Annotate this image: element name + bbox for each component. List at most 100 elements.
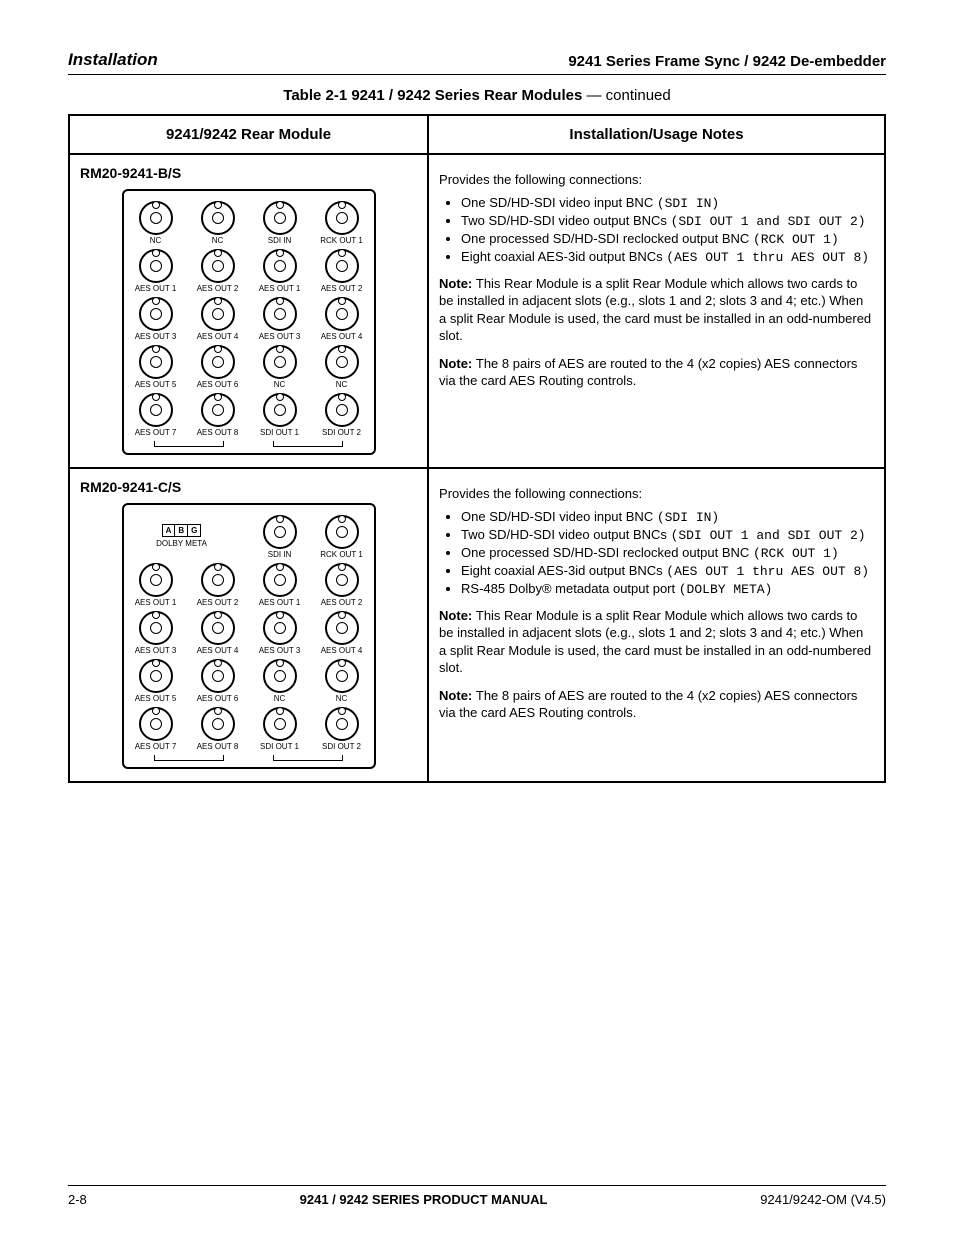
list-item: RS-485 Dolby® metadata output port (DOLB…: [461, 581, 874, 597]
connector-label: NC: [212, 237, 224, 245]
connections-list: One SD/HD-SDI video input BNC (SDI IN)Tw…: [461, 509, 874, 597]
connector-label: AES OUT 5: [135, 695, 177, 703]
list-item: Two SD/HD-SDI video output BNCs (SDI OUT…: [461, 213, 874, 229]
bnc-connector-icon: [325, 515, 359, 549]
module-name: RM20-9241-C/S: [80, 479, 417, 495]
list-item-code: (AES OUT 1 thru AES OUT 8): [666, 564, 869, 579]
note-block: Note: This Rear Module is a split Rear M…: [439, 607, 874, 677]
bnc-connector-icon: [263, 515, 297, 549]
connector-label: AES OUT 5: [135, 381, 177, 389]
col-header-module: 9241/9242 Rear Module: [69, 115, 428, 154]
note-block: Note: This Rear Module is a split Rear M…: [439, 275, 874, 345]
connector-label: AES OUT 4: [197, 647, 239, 655]
module-cell: RM20-9241-B/SNCNCSDI INRCK OUT 1AES OUT …: [69, 154, 428, 468]
bnc-connector-icon: [325, 393, 359, 427]
bnc-connector-icon: [139, 201, 173, 235]
connector-label: AES OUT 1: [135, 285, 177, 293]
connector-label: AES OUT 2: [197, 285, 239, 293]
header-product: 9241 Series Frame Sync / 9242 De-embedde…: [568, 53, 886, 70]
bnc-connector-icon: [325, 611, 359, 645]
note-label: Note:: [439, 356, 476, 371]
list-item-text: One processed SD/HD-SDI reclocked output…: [461, 545, 753, 560]
connector-label: NC: [274, 695, 286, 703]
connector-label: AES OUT 3: [259, 333, 301, 341]
bnc-connector-icon: [139, 297, 173, 331]
connector-label: SDI OUT 1: [260, 743, 299, 751]
rear-module-panel: ABGDOLBY METASDI INRCK OUT 1AES OUT 1AES…: [122, 503, 376, 769]
connector-label: NC: [274, 381, 286, 389]
connector-label: AES OUT 1: [135, 599, 177, 607]
footer-page-num: 2-8: [68, 1192, 87, 1207]
bnc-connector-icon: [201, 611, 235, 645]
notes-intro: Provides the following connections:: [439, 485, 874, 503]
bnc-connector-icon: [325, 707, 359, 741]
module-cell: RM20-9241-C/SABGDOLBY METASDI INRCK OUT …: [69, 468, 428, 782]
bnc-connector-icon: [201, 563, 235, 597]
note-block: Note: The 8 pairs of AES are routed to t…: [439, 355, 874, 390]
connector-label: NC: [336, 695, 348, 703]
connector-label: DOLBY META: [156, 540, 207, 548]
bnc-connector-icon: [325, 659, 359, 693]
connector-label: AES OUT 6: [197, 381, 239, 389]
table-title: Table 2-1 9241 / 9242 Series Rear Module…: [68, 87, 886, 104]
connector-label: AES OUT 2: [321, 599, 363, 607]
bnc-connector-icon: [325, 249, 359, 283]
connector-label: NC: [336, 381, 348, 389]
connector-label: SDI OUT 2: [322, 743, 361, 751]
list-item: One processed SD/HD-SDI reclocked output…: [461, 545, 874, 561]
note-text: This Rear Module is a split Rear Module …: [439, 608, 871, 676]
connector-label: AES OUT 7: [135, 429, 177, 437]
bnc-connector-icon: [263, 345, 297, 379]
list-item-code: (RCK OUT 1): [753, 232, 839, 247]
list-item-code: (SDI OUT 1 and SDI OUT 2): [671, 214, 866, 229]
footer-rev: 9241/9242-OM (V4.5): [760, 1192, 886, 1207]
connector-label: AES OUT 8: [197, 429, 239, 437]
bnc-connector-icon: [263, 563, 297, 597]
bnc-connector-icon: [263, 707, 297, 741]
notes-cell: Provides the following connections:One S…: [428, 154, 885, 468]
list-item: Two SD/HD-SDI video output BNCs (SDI OUT…: [461, 527, 874, 543]
list-item-code: (SDI IN): [657, 196, 719, 211]
connector-label: RCK OUT 1: [320, 237, 363, 245]
bnc-connector-icon: [201, 707, 235, 741]
bnc-connector-icon: [263, 393, 297, 427]
dolby-meta-pin-label: G: [188, 525, 200, 536]
bnc-connector-icon: [201, 249, 235, 283]
bnc-connector-icon: [325, 563, 359, 597]
table-title-main: Table 2-1 9241 / 9242 Series Rear Module…: [283, 87, 582, 104]
connections-list: One SD/HD-SDI video input BNC (SDI IN) Tw…: [461, 195, 874, 265]
connector-label: AES OUT 3: [259, 647, 301, 655]
bnc-connector-icon: [139, 659, 173, 693]
page: Installation 9241 Series Frame Sync / 92…: [0, 0, 954, 1235]
bnc-connector-icon: [263, 659, 297, 693]
connector-label: AES OUT 8: [197, 743, 239, 751]
connector-label: SDI OUT 1: [260, 429, 299, 437]
bnc-connector-icon: [201, 659, 235, 693]
col-header-notes: Installation/Usage Notes: [428, 115, 885, 154]
list-item: Eight coaxial AES-3id output BNCs (AES O…: [461, 563, 874, 579]
table-title-cont: — continued: [582, 87, 670, 104]
list-item: One processed SD/HD-SDI reclocked output…: [461, 231, 874, 247]
list-item-code: (SDI OUT 1 and SDI OUT 2): [671, 528, 866, 543]
bnc-connector-icon: [263, 611, 297, 645]
list-item-code: (SDI IN): [657, 510, 719, 525]
bnc-connector-icon: [325, 297, 359, 331]
list-item-text: Eight coaxial AES-3id output BNCs: [461, 563, 666, 578]
notes-cell: Provides the following connections: One S…: [428, 468, 885, 782]
bnc-connector-icon: [139, 393, 173, 427]
dolby-meta-port-icon: ABGDOLBY META: [156, 515, 207, 557]
connector-label: SDI OUT 2: [322, 429, 361, 437]
bnc-connector-icon: [139, 611, 173, 645]
connector-label: NC: [150, 237, 162, 245]
bnc-connector-icon: [139, 249, 173, 283]
connector-label: SDI IN: [268, 237, 292, 245]
connector-label: AES OUT 1: [259, 285, 301, 293]
connector-label: AES OUT 2: [321, 285, 363, 293]
footer-title: 9241 / 9242 SERIES PRODUCT MANUAL: [300, 1192, 548, 1207]
list-item: One SD/HD-SDI video input BNC (SDI IN): [461, 195, 874, 211]
bnc-connector-icon: [325, 345, 359, 379]
connector-label: AES OUT 6: [197, 695, 239, 703]
list-item-code: (DOLBY META): [679, 582, 773, 597]
note-text: The 8 pairs of AES are routed to the 4 (…: [439, 688, 857, 721]
bnc-connector-icon: [325, 201, 359, 235]
